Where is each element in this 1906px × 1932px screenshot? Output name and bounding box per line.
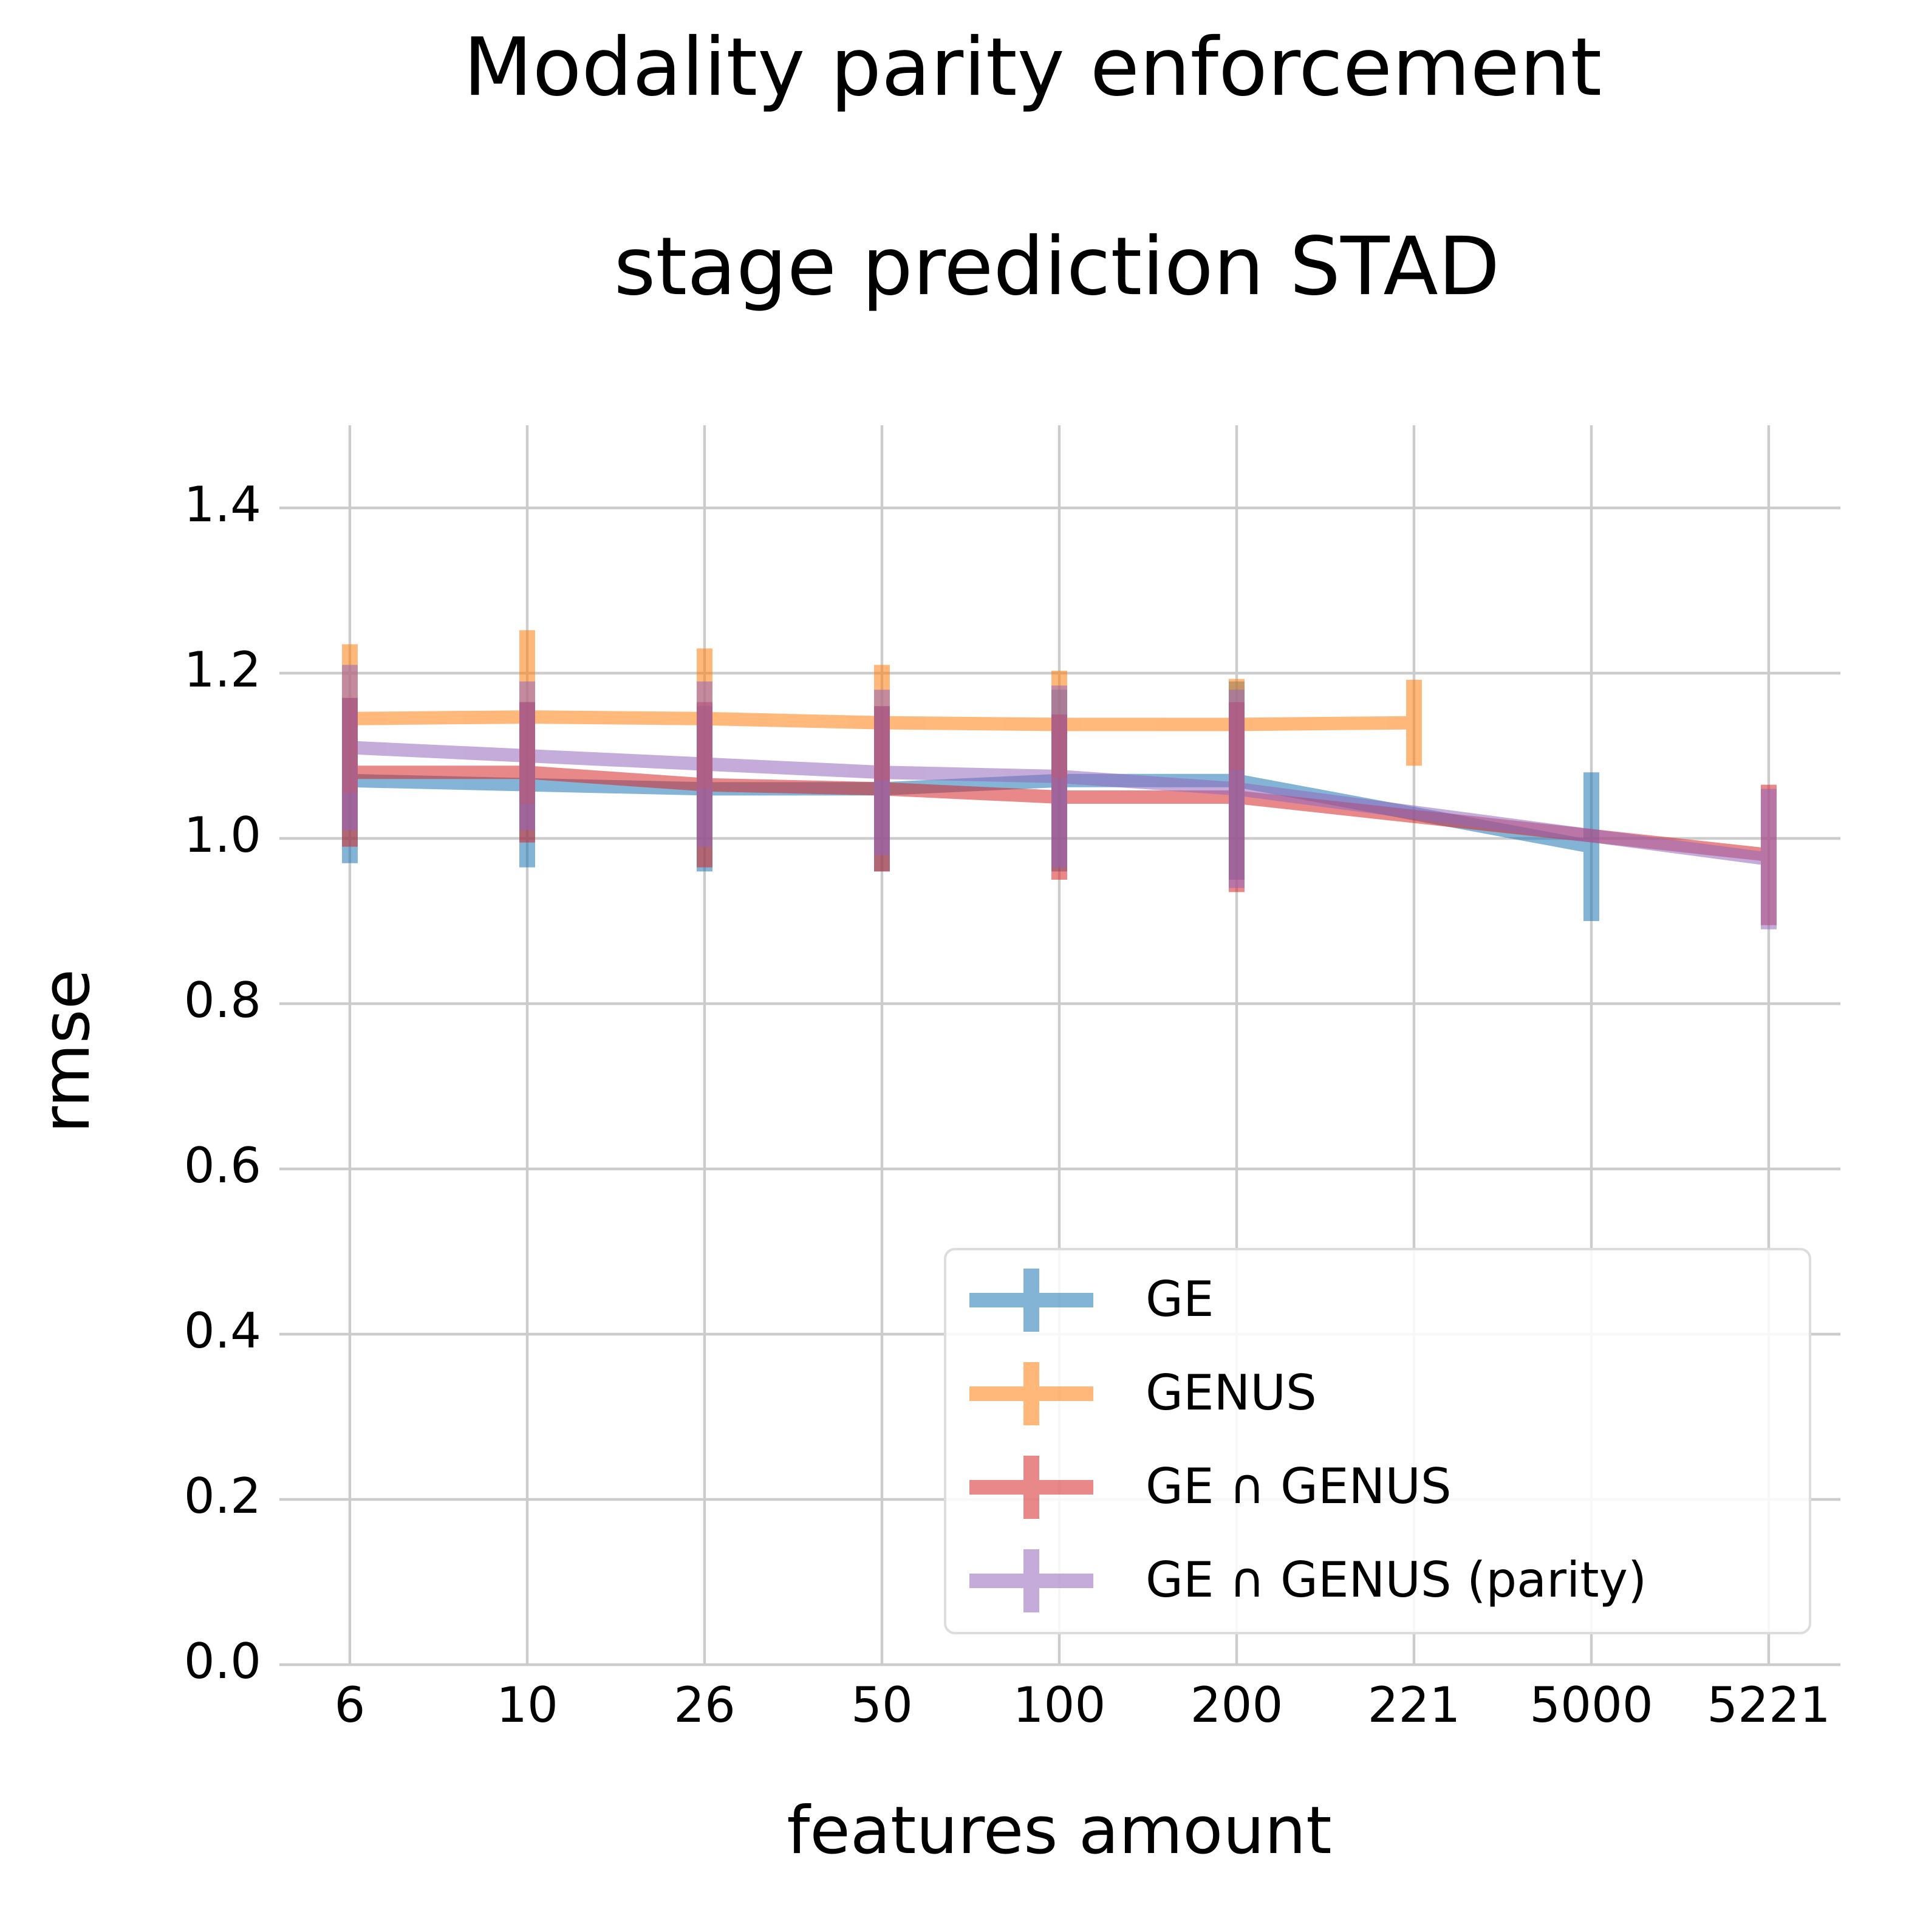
legend-item (969, 1456, 1093, 1519)
legend-box (944, 1248, 1811, 1634)
legend-label: GE ∩ GENUS (1146, 1458, 1452, 1515)
x-axis-label: features amount (787, 1793, 1331, 1869)
chart-title: Modality parity enforcement (463, 21, 1602, 114)
y-tick-label: 0.0 (184, 1633, 261, 1690)
y-tick-label: 0.4 (184, 1303, 261, 1359)
x-tick-label: 50 (851, 1677, 913, 1733)
legend-label: GE (1146, 1271, 1214, 1327)
y-tick-label: 1.4 (184, 476, 261, 533)
chart-subtitle: stage prediction STAD (614, 220, 1500, 313)
x-tick-label: 5000 (1529, 1677, 1653, 1733)
legend-label: GENUS (1146, 1365, 1317, 1421)
series (342, 665, 1777, 930)
legend-label: GE ∩ GENUS (parity) (1146, 1552, 1647, 1608)
x-tick-label: 200 (1190, 1677, 1283, 1733)
y-tick-label: 0.6 (184, 1137, 261, 1194)
x-tick-label: 6 (335, 1677, 366, 1733)
legend-item (969, 1549, 1093, 1612)
x-tick-label: 5221 (1707, 1677, 1831, 1733)
y-tick-label: 0.2 (184, 1468, 261, 1524)
y-tick-label: 1.0 (184, 807, 261, 863)
x-tick-label: 10 (496, 1677, 558, 1733)
y-axis-label: rmse (29, 969, 104, 1133)
x-tick-label: 26 (674, 1677, 736, 1733)
x-tick-label: 100 (1013, 1677, 1106, 1733)
legend-item (969, 1362, 1093, 1425)
x-tick-label: 221 (1368, 1677, 1461, 1733)
y-tick-label: 0.8 (184, 972, 261, 1029)
y-tick-label: 1.2 (184, 642, 261, 698)
legend-item (969, 1269, 1093, 1332)
